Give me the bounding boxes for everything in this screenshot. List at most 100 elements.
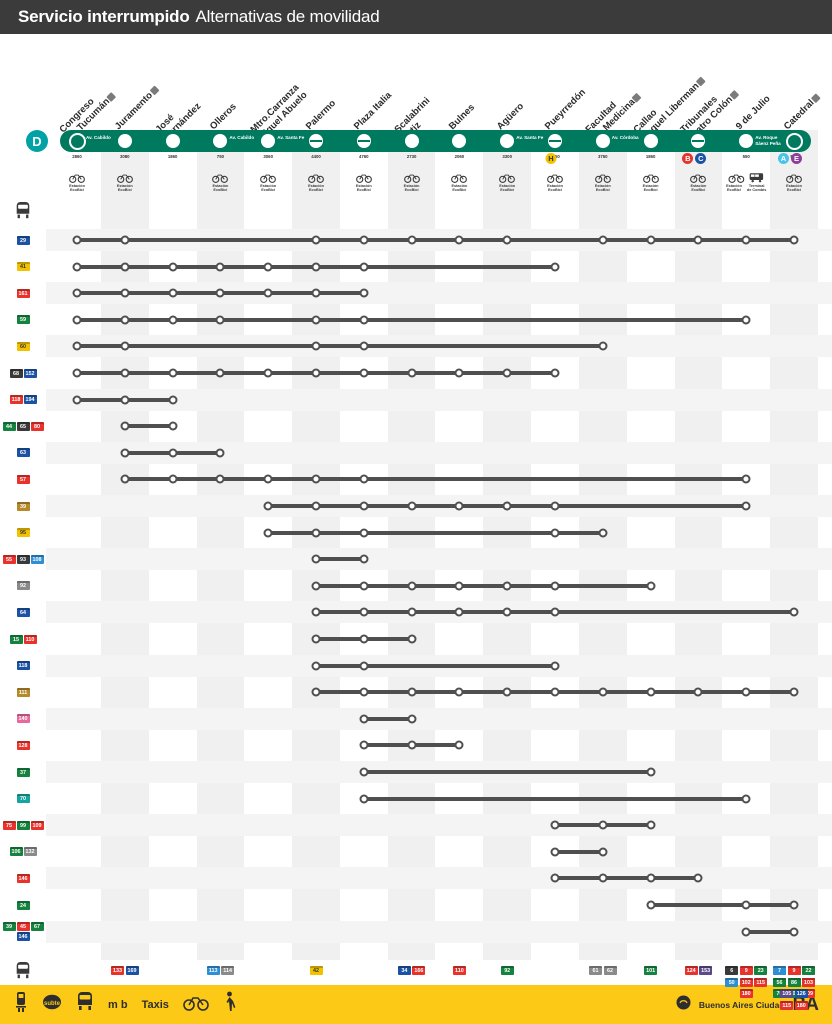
route-stop-5-0[interactable] [72, 368, 82, 378]
bus-line-badge-55[interactable]: 55 [2, 554, 16, 564]
route-stop-0-8[interactable] [454, 235, 464, 245]
route-stop-9-1[interactable] [120, 474, 130, 484]
route-stop-10-8[interactable] [454, 501, 464, 511]
route-stop-9-6[interactable] [359, 474, 369, 484]
route-stop-22-11[interactable] [598, 820, 608, 830]
bus-line-badge-194[interactable]: 194 [23, 395, 37, 405]
route-stop-22-10[interactable] [550, 820, 560, 830]
bus-line-badge-23[interactable]: 23 [754, 966, 768, 975]
bottom-bus-group-7[interactable]: 34 166 [383, 966, 441, 976]
route-stop-0-15[interactable] [789, 235, 799, 245]
route-stop-14-5[interactable] [311, 607, 321, 617]
bus-line-badge-169[interactable]: 169 [125, 966, 139, 975]
bus-line-badge-29[interactable]: 29 [16, 235, 30, 245]
bottom-bus-group-3[interactable]: 113 114 [191, 966, 249, 976]
bus-line-badge-68[interactable]: 68 [9, 368, 23, 378]
bus-line-badge-126[interactable]: 126 [794, 989, 808, 998]
station-marker-0[interactable] [68, 132, 86, 150]
route-stop-7-1[interactable] [120, 421, 130, 431]
route-stop-1-10[interactable] [550, 262, 560, 272]
ecobici-station-0[interactable]: Estación EcoBici [69, 172, 86, 193]
bus-line-badge-140[interactable]: 140 [16, 714, 30, 724]
bus-line-badge-93[interactable]: 93 [16, 554, 30, 564]
route-stop-24-12[interactable] [646, 873, 656, 883]
route-stop-8-1[interactable] [120, 448, 130, 458]
route-stop-4-5[interactable] [311, 341, 321, 351]
route-stop-11-11[interactable] [598, 528, 608, 538]
route-stop-1-1[interactable] [120, 262, 130, 272]
route-stop-0-6[interactable] [359, 235, 369, 245]
route-stop-8-2[interactable] [168, 448, 178, 458]
route-stop-11-4[interactable] [263, 528, 273, 538]
bus-line-badge-128[interactable]: 128 [16, 740, 30, 750]
bus-line-badge-86[interactable]: 86 [787, 977, 801, 987]
route-stop-3-5[interactable] [311, 315, 321, 325]
route-stop-10-9[interactable] [502, 501, 512, 511]
route-stop-3-2[interactable] [168, 315, 178, 325]
route-stop-19-8[interactable] [454, 740, 464, 750]
route-stop-8-3[interactable] [215, 448, 225, 458]
bus-route-label-23[interactable]: 106 132 [0, 842, 46, 862]
bus-line-badge-166[interactable]: 166 [412, 966, 426, 975]
bus-line-badge-44[interactable]: 44 [2, 421, 16, 431]
route-stop-5-8[interactable] [454, 368, 464, 378]
route-stop-14-9[interactable] [502, 607, 512, 617]
bus-route-label-1[interactable]: 41 [0, 257, 46, 277]
route-stop-17-8[interactable] [454, 687, 464, 697]
ecobici-station-5[interactable]: Estación EcoBici [308, 172, 325, 193]
bus-line-badge-132[interactable]: 132 [23, 847, 37, 857]
route-stop-17-5[interactable] [311, 687, 321, 697]
route-stop-3-0[interactable] [72, 315, 82, 325]
route-stop-10-6[interactable] [359, 501, 369, 511]
bus-route-label-0[interactable]: 29 [0, 230, 46, 250]
bus-line-badge-133[interactable]: 133 [111, 966, 125, 975]
ecobici-station-15[interactable]: Estación EcoBici [786, 172, 803, 193]
route-stop-6-1[interactable] [120, 395, 130, 405]
bus-route-label-19[interactable]: 128 [0, 735, 46, 755]
route-stop-9-14[interactable] [741, 474, 751, 484]
bus-line-badge-65[interactable]: 65 [16, 421, 30, 431]
route-stop-18-7[interactable] [407, 714, 417, 724]
bottom-bus-group-8[interactable]: 110 [430, 966, 488, 976]
route-stop-24-11[interactable] [598, 873, 608, 883]
route-stop-5-2[interactable] [168, 368, 178, 378]
bus-route-label-13[interactable]: 92 [0, 576, 46, 596]
route-stop-19-6[interactable] [359, 740, 369, 750]
bus-line-badge-50[interactable]: 50 [725, 977, 739, 987]
bus-line-badge-34[interactable]: 34 [397, 966, 411, 975]
route-stop-9-4[interactable] [263, 474, 273, 484]
bus-line-badge-111[interactable]: 111 [16, 687, 30, 697]
bus-line-badge-59[interactable]: 59 [16, 315, 30, 325]
station-marker-5[interactable] [309, 134, 323, 148]
ecobici-station-11[interactable]: Estación EcoBici [594, 172, 611, 193]
ecobici-station-4[interactable]: Estación EcoBici [260, 172, 277, 193]
bus-line-badge-61[interactable]: 61 [589, 966, 603, 975]
route-stop-4-6[interactable] [359, 341, 369, 351]
route-stop-5-7[interactable] [407, 368, 417, 378]
route-stop-0-0[interactable] [72, 235, 82, 245]
route-stop-9-5[interactable] [311, 474, 321, 484]
bus-line-badge-106[interactable]: 106 [9, 847, 23, 857]
route-stop-15-6[interactable] [359, 634, 369, 644]
bottom-bus-group-5[interactable]: 42 [287, 966, 345, 976]
route-stop-4-11[interactable] [598, 341, 608, 351]
route-stop-11-6[interactable] [359, 528, 369, 538]
bus-route-label-11[interactable]: 95 [0, 523, 46, 543]
route-stop-19-7[interactable] [407, 740, 417, 750]
route-stop-17-14[interactable] [741, 687, 751, 697]
transfer-line-H[interactable]: H [545, 153, 557, 164]
route-stop-14-8[interactable] [454, 607, 464, 617]
route-stop-3-14[interactable] [741, 315, 751, 325]
route-stop-9-3[interactable] [215, 474, 225, 484]
route-stop-26-15[interactable] [789, 927, 799, 937]
bus-line-badge-67[interactable]: 67 [30, 921, 44, 931]
bus-line-badge-103[interactable]: 103 [802, 977, 815, 987]
bus-route-label-10[interactable]: 39 [0, 496, 46, 516]
bottom-bus-group-12[interactable]: 101 [622, 966, 680, 976]
bus-line-badge-62[interactable]: 62 [603, 966, 617, 975]
route-stop-25-12[interactable] [646, 900, 656, 910]
bus-line-badge-153[interactable]: 153 [699, 966, 713, 975]
route-stop-17-6[interactable] [359, 687, 369, 697]
route-stop-24-13[interactable] [693, 873, 703, 883]
route-stop-5-5[interactable] [311, 368, 321, 378]
